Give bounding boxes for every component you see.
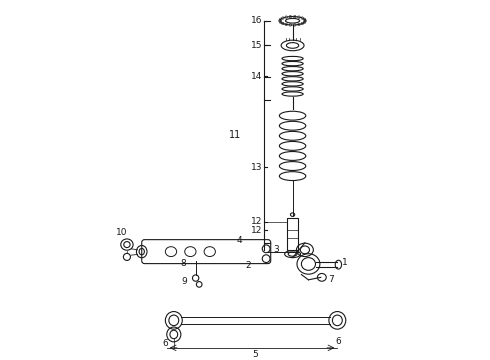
Text: 13: 13 [251, 162, 263, 171]
Text: 6: 6 [163, 339, 169, 348]
Text: 16: 16 [251, 16, 263, 25]
Text: 9: 9 [181, 277, 187, 286]
Text: 3: 3 [273, 246, 279, 255]
Text: 10: 10 [116, 228, 127, 237]
Text: 1: 1 [342, 258, 348, 267]
Bar [287, 218, 298, 250]
Text: 6: 6 [336, 337, 341, 346]
Text: 12: 12 [251, 226, 263, 235]
Text: 7: 7 [328, 275, 334, 284]
Text: 15: 15 [251, 41, 263, 50]
Text: 8: 8 [180, 260, 186, 269]
Text: 5: 5 [253, 350, 258, 359]
Text: 14: 14 [251, 72, 263, 81]
Text: 11: 11 [229, 130, 242, 140]
Text: 12: 12 [251, 217, 263, 226]
Text: 4: 4 [236, 236, 242, 245]
Text: 2: 2 [245, 261, 250, 270]
